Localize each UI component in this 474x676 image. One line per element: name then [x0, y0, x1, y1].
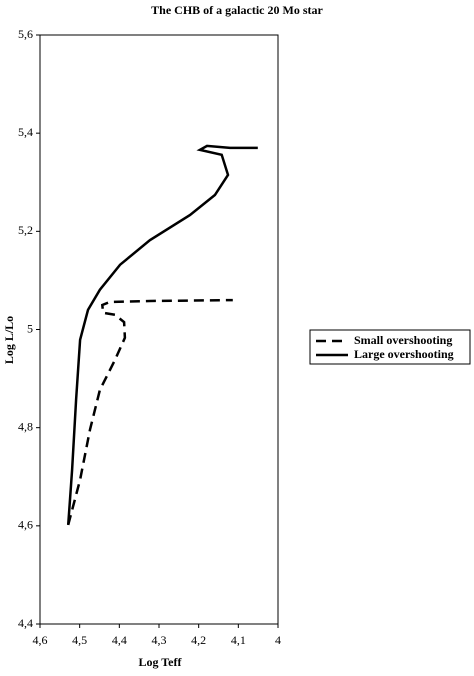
legend-label: Large overshooting: [354, 347, 454, 361]
chart-title: The CHB of a galactic 20 Mo star: [151, 3, 323, 17]
x-tick-label: 4,4: [112, 633, 127, 647]
x-tick-label: 4,5: [72, 633, 87, 647]
series-line: [66, 298, 233, 526]
x-tick-label: 4: [275, 633, 281, 647]
x-tick-label: 4,3: [152, 633, 167, 647]
x-tick-label: 4,1: [231, 633, 246, 647]
y-axis-label: Log L/Lo: [2, 316, 16, 364]
y-tick-label: 5,2: [18, 223, 33, 237]
plot-frame: [39, 34, 279, 625]
y-tick-label: 5,4: [18, 125, 33, 139]
legend-label: Small overshooting: [354, 333, 452, 347]
x-tick-label: 4,2: [191, 633, 206, 647]
legend-box: [309, 329, 471, 365]
x-tick-label: 4,6: [33, 633, 48, 647]
x-axis-label: Log Teff: [138, 655, 182, 669]
y-tick-label: 4,4: [18, 616, 33, 630]
series-line: [66, 144, 258, 525]
y-tick-label: 4,6: [18, 518, 33, 532]
y-tick-label: 5,6: [18, 27, 33, 41]
y-tick-label: 5: [27, 321, 33, 335]
y-tick-label: 4,8: [18, 419, 33, 433]
